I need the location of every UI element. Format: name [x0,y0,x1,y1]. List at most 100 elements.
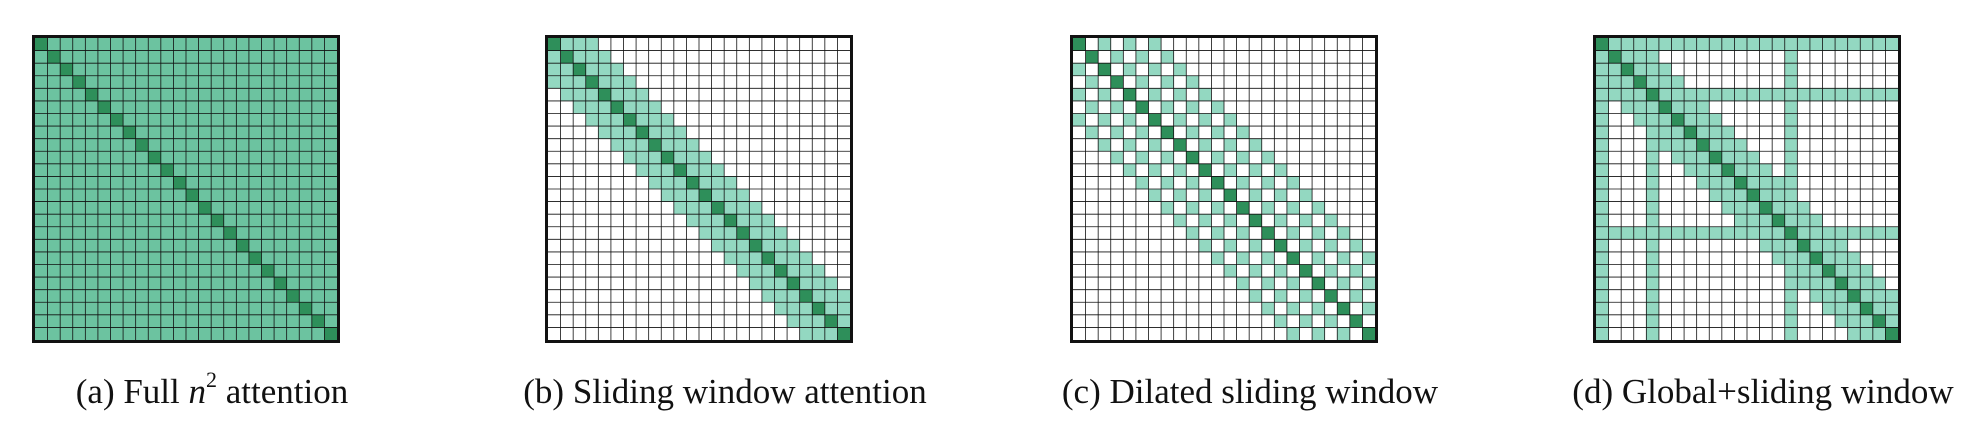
attention-cell [1362,277,1375,290]
attention-cell [812,289,825,303]
attention-cell [186,75,199,89]
attention-cell [47,100,61,114]
attention-cell [135,226,149,240]
attention-cell [148,189,161,202]
attention-cell [661,113,674,127]
attention-cell [186,277,199,290]
attention-cell [211,151,224,164]
attention-cell [1646,251,1659,265]
caption-text: (b) Sliding window attention [523,372,927,411]
attention-cell [173,302,186,315]
attention-cell [186,163,199,177]
attention-cell [1123,163,1136,177]
diagonal-cell [198,201,212,215]
attention-cell [211,201,224,215]
attention-cell [160,327,174,340]
attention-cell [736,264,750,278]
attention-cell [711,214,725,227]
attention-cell [1784,251,1798,265]
attention-cell [160,50,174,64]
attention-cell [1809,38,1823,51]
attention-cell [110,239,124,252]
attention-cell [1721,226,1735,240]
attention-cell [60,176,73,189]
attention-cell [110,189,124,202]
caption-text: (d) Global+sliding window [1572,372,1954,411]
attention-cell [1684,163,1697,177]
caption-sliding-window: (b) Sliding window attention [485,372,965,412]
attention-cell [1721,88,1735,101]
attention-cell [324,214,337,227]
diagonal-cell [1362,327,1375,340]
attention-cell [110,100,124,114]
attention-cell [1709,176,1722,189]
attention-cell [135,201,149,215]
attention-cell [1646,302,1659,315]
diagonal-cell [736,226,750,240]
attention-cell [661,189,674,202]
attention-cell [661,176,674,189]
attention-cell [198,277,212,290]
attention-cell [211,226,224,240]
attention-cell [1772,189,1785,202]
attention-cell [261,214,275,227]
attention-cell [324,113,337,127]
attention-cell [1696,113,1710,127]
attention-cell [1608,88,1622,101]
attention-cell [160,151,174,164]
attention-cell [1784,75,1798,89]
attention-cell [148,264,161,278]
attention-cell [286,88,300,101]
attention-cell [1646,264,1659,278]
diagonal-cell [173,176,186,189]
attention-cell [1211,251,1224,265]
attention-cell [110,50,124,64]
diagonal-cell [1621,63,1634,76]
attention-cell [47,189,61,202]
attention-cell [47,88,61,101]
attention-cell [299,189,312,202]
attention-cell [160,277,174,290]
attention-cell [223,38,237,51]
attention-cell [1261,251,1275,265]
attention-cell [1759,88,1773,101]
attention-cell [72,151,86,164]
attention-cell [211,189,224,202]
attention-cell [1646,163,1659,177]
attention-cell [236,289,249,303]
attention-cell [1123,138,1136,152]
attention-cell [1860,277,1873,290]
attention-cell [173,88,186,101]
caption-text: (c) Dilated sliding window [1061,372,1439,411]
attention-cell [1721,176,1735,189]
attention-cell [1349,289,1363,303]
attention-cell [1148,189,1162,202]
attention-cell [72,289,86,303]
attention-cell [1633,63,1647,76]
attention-cell [299,88,312,101]
attention-cell [160,38,174,51]
attention-cell [135,163,149,177]
attention-cell [110,251,124,265]
attention-cell [274,38,287,51]
attention-cell [610,113,624,127]
attention-cell [1784,327,1798,340]
diagonal-cell [211,214,224,227]
attention-cell [110,264,124,278]
dilated-sliding-window-matrix [1070,35,1378,343]
caption-global-sliding-window: (d) Global+sliding window [1523,372,1971,412]
attention-cell [148,113,161,127]
attention-cell [60,302,73,315]
attention-cell [1123,113,1136,127]
diagonal-cell [787,277,800,290]
attention-cell [324,176,337,189]
attention-cell [1148,63,1162,76]
attention-cell [598,113,611,127]
attention-cell [1161,176,1174,189]
attention-cell [1621,38,1634,51]
attention-cell [1784,176,1798,189]
diagonal-cell [1098,63,1111,76]
attention-cell [1860,264,1873,278]
attention-cell [736,189,750,202]
attention-cell [648,151,662,164]
